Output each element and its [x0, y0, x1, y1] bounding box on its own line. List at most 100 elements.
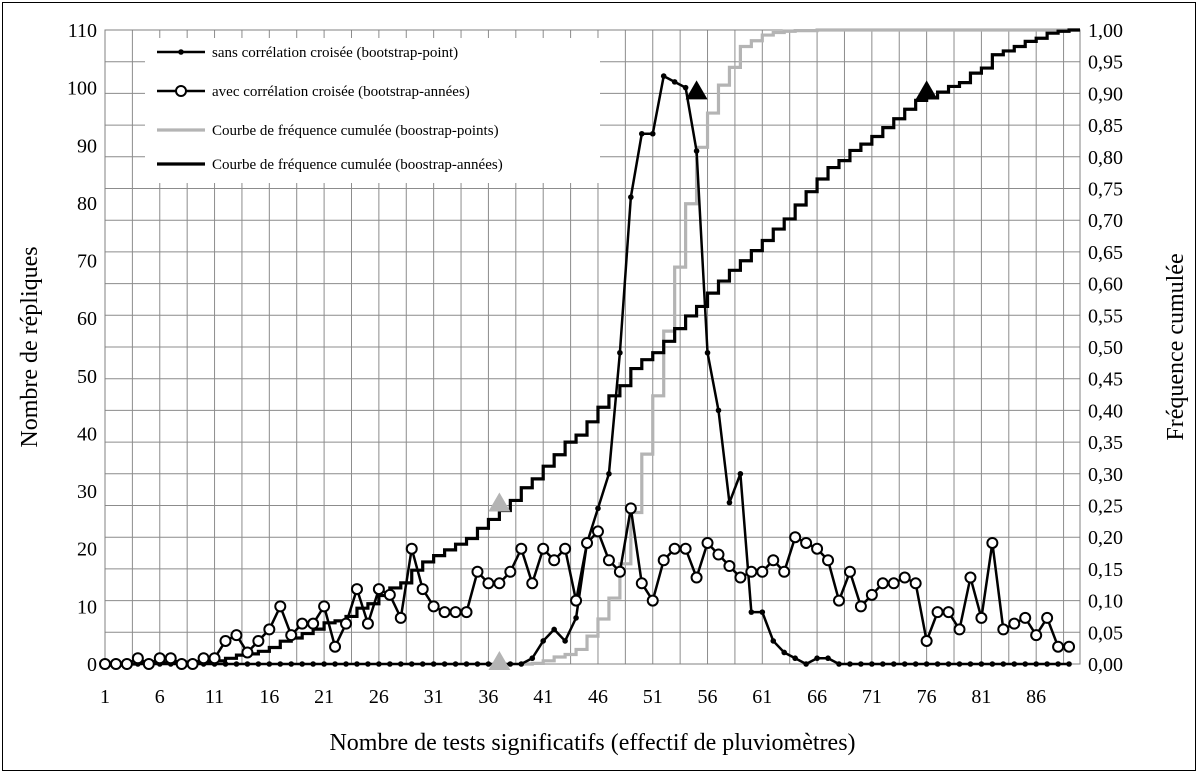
data-point — [595, 505, 601, 512]
x-tick-label: 76 — [917, 686, 937, 708]
triangle-marker — [488, 651, 511, 670]
data-point — [438, 606, 451, 619]
y-tick-label: 80 — [77, 193, 97, 215]
data-point — [858, 661, 864, 667]
data-point — [887, 577, 900, 590]
data-point — [931, 606, 944, 619]
x-tick-label: 61 — [752, 686, 772, 708]
legend: sans corrélation croisée (bootstrap-poin… — [145, 38, 600, 183]
data-point — [704, 349, 711, 356]
data-point — [581, 536, 594, 549]
data-point — [408, 661, 415, 667]
data-point — [964, 571, 977, 584]
data-point — [518, 661, 525, 667]
y2-tick-label: 0,80 — [1088, 147, 1123, 169]
data-point — [591, 525, 604, 538]
y-tick-label: 100 — [67, 78, 97, 100]
y2-tick-label: 0,00 — [1088, 654, 1123, 676]
y2-tick-label: 1,00 — [1088, 20, 1123, 42]
data-point — [635, 577, 648, 590]
data-point — [956, 661, 963, 667]
data-point — [997, 623, 1010, 636]
data-point — [329, 640, 342, 653]
data-point — [682, 84, 689, 91]
data-point — [573, 615, 579, 621]
data-point — [748, 609, 755, 615]
data-point — [252, 634, 265, 647]
data-point — [482, 577, 495, 590]
data-point — [1055, 661, 1061, 667]
data-point — [792, 655, 798, 662]
data-point — [923, 661, 930, 667]
data-point — [701, 536, 714, 549]
plot-area — [104, 29, 1081, 665]
y2-tick-label: 0,95 — [1088, 52, 1123, 74]
series-line-3 — [521, 28, 1080, 666]
data-point — [1033, 661, 1039, 667]
data-point — [318, 600, 331, 613]
data-point — [441, 661, 448, 667]
data-point — [277, 661, 284, 667]
data-point — [507, 661, 514, 667]
triangle-marker — [488, 492, 511, 512]
y-tick-label: 30 — [77, 481, 97, 503]
x-tick-label: 86 — [1026, 686, 1046, 708]
data-point — [419, 661, 426, 667]
legend-background — [145, 38, 600, 183]
x-tick-label: 31 — [424, 686, 444, 708]
data-point — [825, 655, 831, 662]
data-point — [529, 655, 536, 662]
series-3 — [521, 28, 1080, 666]
y2-tick-label: 0,10 — [1088, 591, 1123, 613]
x-tick-label: 21 — [314, 686, 334, 708]
data-point — [230, 629, 243, 642]
x-axis-ticks: 1 6 11 16 21 26 31 36 41 46 51 56 61 66 71 76 81 86 — [100, 686, 1046, 708]
data-point — [321, 661, 327, 667]
y2-tick-label: 0,60 — [1088, 274, 1123, 296]
data-point — [307, 617, 320, 630]
data-point — [493, 577, 506, 590]
data-point — [945, 661, 952, 667]
y2-tick-label: 0,50 — [1088, 337, 1123, 359]
data-point — [1022, 661, 1029, 667]
data-point — [109, 658, 122, 670]
data-point — [934, 661, 941, 667]
data-point — [781, 649, 788, 656]
data-point — [350, 583, 363, 596]
data-point — [460, 606, 473, 619]
y-axis-ticks: 0 10 20 30 40 50 60 70 80 90 100 110 — [67, 20, 97, 676]
legend-label: Courbe de fréquence cumulée (boostrap-an… — [212, 157, 503, 173]
data-point — [142, 658, 155, 670]
y2-tick-label: 0,30 — [1088, 464, 1123, 486]
data-point — [266, 661, 273, 667]
data-point — [876, 577, 889, 590]
data-point — [814, 655, 820, 662]
y2-tick-label: 0,35 — [1088, 432, 1123, 454]
data-point — [836, 661, 842, 667]
data-point — [416, 583, 429, 596]
data-point — [898, 571, 911, 584]
y2-tick-label: 0,20 — [1088, 527, 1123, 549]
y-tick-label: 60 — [77, 308, 97, 330]
series-layer — [99, 28, 1080, 670]
data-point — [570, 594, 583, 607]
data-point — [734, 571, 747, 584]
data-point — [526, 577, 539, 590]
data-point — [241, 646, 254, 659]
y2-tick-label: 0,15 — [1088, 559, 1123, 581]
data-point — [822, 554, 835, 567]
x-tick-label: 51 — [643, 686, 663, 708]
data-point — [890, 661, 897, 667]
data-point — [1063, 640, 1076, 653]
data-point — [1000, 661, 1007, 667]
data-point — [551, 626, 557, 633]
y-tick-label: 40 — [77, 423, 97, 445]
data-point — [778, 565, 791, 578]
data-point — [175, 658, 188, 670]
data-point — [671, 79, 678, 85]
data-point — [186, 658, 199, 670]
data-point — [263, 623, 276, 636]
data-point — [244, 661, 251, 667]
data-point — [463, 661, 470, 667]
data-point — [296, 617, 309, 630]
